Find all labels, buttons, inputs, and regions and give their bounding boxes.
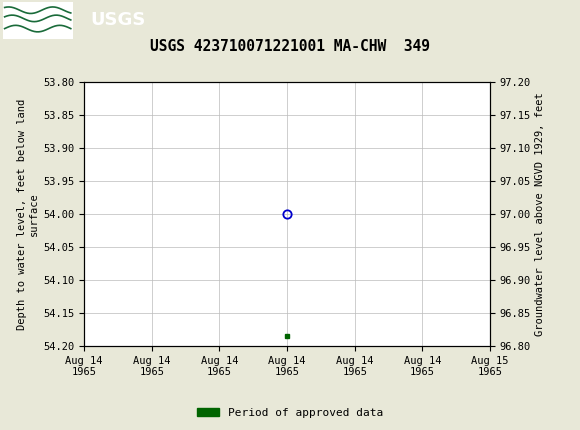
Text: USGS: USGS [90, 12, 145, 29]
Y-axis label: Groundwater level above NGVD 1929, feet: Groundwater level above NGVD 1929, feet [535, 92, 545, 336]
Legend: Period of approved data: Period of approved data [193, 403, 387, 422]
Bar [3, 2, 72, 39]
Text: USGS 423710071221001 MA-CHW  349: USGS 423710071221001 MA-CHW 349 [150, 39, 430, 54]
Y-axis label: Depth to water level, feet below land
surface: Depth to water level, feet below land su… [17, 98, 39, 329]
